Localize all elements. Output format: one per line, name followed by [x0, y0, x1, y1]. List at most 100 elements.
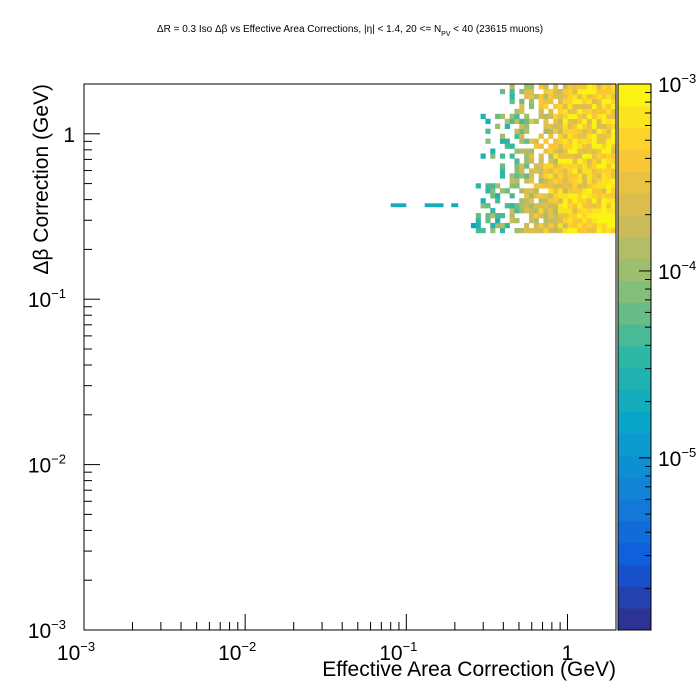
heatmap-bin [601, 227, 607, 234]
heatmap-bin [485, 188, 491, 194]
heatmap-bin [606, 208, 612, 214]
heatmap-bin [553, 118, 559, 125]
heatmap-bin [596, 203, 602, 209]
heatmap-bin [509, 84, 515, 90]
heatmap-bin [509, 193, 515, 199]
heatmap-bin [533, 218, 539, 224]
heatmap-bin [572, 198, 578, 204]
chart-title: ΔR = 0.3 Iso Δβ vs Effective Area Correc… [157, 24, 543, 38]
heatmap-bin [567, 158, 573, 164]
heatmap-bin [577, 84, 583, 90]
heatmap-bin [509, 118, 515, 125]
y-tick-label: 1 [63, 124, 75, 147]
heatmap-bin [591, 133, 597, 139]
y-tick-label: 10−3 [28, 617, 66, 643]
heatmap-bin [572, 138, 578, 144]
heatmap-bin [495, 222, 501, 229]
chart-title-prefix: ΔR = 0.3 Iso Δβ vs Effective Area Correc… [157, 24, 441, 35]
heatmap-bin [538, 222, 544, 229]
heatmap-bin [596, 153, 602, 159]
heatmap-bin [591, 218, 597, 224]
heatmap-bin [586, 158, 593, 164]
heatmap-bin [553, 178, 559, 184]
heatmap-bin [519, 208, 525, 214]
heatmap-bin [606, 193, 612, 199]
heatmap-bin [557, 227, 564, 234]
heatmap-bin [572, 128, 578, 134]
heatmap-bin [538, 98, 544, 105]
heatmap-bin [562, 222, 568, 229]
heatmap-bin [509, 213, 515, 219]
color-bar-level [618, 608, 651, 631]
heatmap-bin [557, 158, 564, 164]
heatmap-bin [548, 213, 554, 219]
heatmap-bin [562, 128, 568, 134]
heatmap-bin [572, 108, 578, 115]
heatmap-bin [499, 163, 506, 169]
heatmap-bin [543, 218, 549, 224]
heatmap-bin [548, 193, 554, 199]
heatmap-bin [586, 198, 593, 204]
heatmap-bin [586, 138, 593, 144]
heatmap-bin [543, 222, 549, 229]
heatmap-bin [601, 198, 607, 204]
heatmap-bin [591, 198, 597, 204]
heatmap-bin [499, 138, 506, 144]
heatmap-bin [582, 153, 588, 159]
heatmap-bin [611, 188, 616, 194]
color-bar-level [618, 149, 651, 172]
heatmap-bin [475, 227, 481, 234]
heatmap-bin [601, 203, 607, 209]
heatmap-bin [596, 143, 602, 149]
heatmap-bin [577, 188, 583, 194]
heatmap-bin [601, 208, 607, 214]
heatmap-bin [557, 198, 564, 204]
heatmap-bin [533, 183, 539, 189]
heatmap-bin [562, 173, 568, 179]
heatmap-bin [596, 103, 602, 110]
heatmap-bin [591, 173, 597, 179]
heatmap-bin [524, 128, 530, 134]
heatmap-bin [586, 173, 593, 179]
heatmap-bin [557, 148, 564, 154]
heatmap-bin [557, 88, 564, 95]
heatmap-bin [528, 84, 535, 90]
heatmap-bin [596, 227, 602, 234]
heatmap-bin [499, 88, 506, 95]
heatmap-bin [528, 227, 535, 234]
heatmap-bin [586, 178, 593, 184]
heatmap-bin [562, 133, 568, 139]
heatmap-bin [567, 213, 573, 219]
heatmap-bin [586, 113, 593, 120]
heatmap-bin [572, 208, 578, 214]
x-tick-label: 10−3 [57, 639, 95, 665]
heatmap-bin [543, 138, 549, 144]
heatmap-bin [514, 218, 520, 224]
heatmap-bin [543, 183, 549, 189]
heatmap-bin [485, 218, 491, 224]
color-bar-level [618, 411, 651, 434]
heatmap-bin [591, 138, 597, 144]
heatmap-bin [519, 227, 525, 234]
heatmap-bin [538, 133, 544, 139]
color-bar-level [618, 215, 651, 238]
heatmap-bin [577, 128, 583, 134]
heatmap-bin [543, 103, 549, 110]
heatmap-bin [596, 188, 602, 194]
heatmap-bin [495, 213, 501, 219]
heatmap-bin [519, 118, 525, 125]
heatmap-bin [533, 208, 539, 214]
heatmap-bin [606, 93, 612, 100]
heatmap-bin [577, 203, 583, 209]
heatmap-bin [586, 213, 593, 219]
heatmap-bin [562, 98, 568, 105]
heatmap-bin [572, 88, 578, 95]
heatmap-bin [557, 103, 564, 110]
heatmap-bin [490, 183, 496, 189]
heatmap-bin [586, 227, 593, 234]
heatmap-bin [577, 153, 583, 159]
heatmap-bin [611, 208, 616, 214]
heatmap-bin [611, 222, 616, 229]
y-tick-label: 10−1 [28, 286, 66, 312]
heatmap-bin [611, 84, 616, 90]
